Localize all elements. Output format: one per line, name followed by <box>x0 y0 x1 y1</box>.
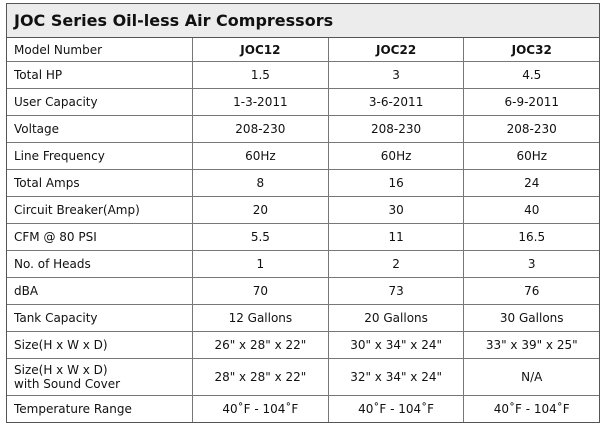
cell: 24 <box>463 169 599 197</box>
table-row: Size(H x W x D) with Sound Cover 28" x 28… <box>7 358 599 396</box>
cell: 26" x 28" x 22" <box>192 331 329 359</box>
cell: 70 <box>192 277 329 305</box>
cell: 12 Gallons <box>192 304 329 332</box>
cell: 5.5 <box>192 223 329 251</box>
table-row: User Capacity 1-3-2011 3-6-2011 6-9-2011 <box>7 88 599 116</box>
cell: 6-9-2011 <box>463 88 599 116</box>
row-label: Line Frequency <box>7 142 193 170</box>
column-header: JOC32 <box>463 38 599 62</box>
cell: 40˚F - 104˚F <box>463 395 599 422</box>
cell: 76 <box>463 277 599 305</box>
table-row: Total Amps 8 16 24 <box>7 169 599 197</box>
cell: 3-6-2011 <box>327 88 465 116</box>
cell: 40˚F - 104˚F <box>192 395 329 422</box>
table-row: Voltage 208-230 208-230 208-230 <box>7 115 599 143</box>
spec-table: Model Number JOC12 JOC22 JOC32 Total HP 1.5 3 4… <box>7 38 599 422</box>
cell: 1-3-2011 <box>192 88 329 116</box>
row-label: dBA <box>7 277 193 305</box>
cell: 16.5 <box>463 223 599 251</box>
table-row: Circuit Breaker(Amp) 20 30 40 <box>7 196 599 224</box>
cell: 4.5 <box>463 61 599 89</box>
cell: N/A <box>463 358 599 396</box>
cell: 208-230 <box>192 115 329 143</box>
table-row: Total HP 1.5 3 4.5 <box>7 61 599 89</box>
cell: 40˚F - 104˚F <box>327 395 465 422</box>
cell: 30 Gallons <box>463 304 599 332</box>
cell: 11 <box>327 223 465 251</box>
table-row: CFM @ 80 PSI 5.5 11 16.5 <box>7 223 599 251</box>
cell: 73 <box>327 277 465 305</box>
table-row: Size(H x W x D) 26" x 28" x 22" 30" x 34" … <box>7 331 599 359</box>
table-body: Model Number JOC12 JOC22 JOC32 Total HP 1.5 3 4… <box>7 38 599 422</box>
table-row: Tank Capacity 12 Gallons 20 Gallons 30 Gall… <box>7 304 599 332</box>
cell: 1 <box>192 250 329 278</box>
cell: 30 <box>327 196 465 224</box>
column-header: JOC12 <box>192 38 329 62</box>
cell: 40 <box>463 196 599 224</box>
column-header: Model Number <box>7 38 193 62</box>
cell: 1.5 <box>192 61 329 89</box>
row-label: No. of Heads <box>7 250 193 278</box>
row-label: Total Amps <box>7 169 193 197</box>
cell: 60Hz <box>192 142 329 170</box>
table-title: JOC Series Oil-less Air Compressors <box>7 4 599 38</box>
cell: 8 <box>192 169 329 197</box>
cell: 208-230 <box>463 115 599 143</box>
row-label: Size(H x W x D) with Sound Cover <box>7 358 193 396</box>
row-label: CFM @ 80 PSI <box>7 223 193 251</box>
cell: 60Hz <box>327 142 465 170</box>
cell: 60Hz <box>463 142 599 170</box>
row-label: User Capacity <box>7 88 193 116</box>
row-label: Size(H x W x D) <box>7 331 193 359</box>
cell: 3 <box>463 250 599 278</box>
cell: 208-230 <box>327 115 465 143</box>
row-label: Temperature Range <box>7 395 193 422</box>
cell: 20 <box>192 196 329 224</box>
cell: 33" x 39" x 25" <box>463 331 599 359</box>
row-label: Voltage <box>7 115 193 143</box>
table-row: Line Frequency 60Hz 60Hz 60Hz <box>7 142 599 170</box>
cell: 20 Gallons <box>327 304 465 332</box>
cell: 2 <box>327 250 465 278</box>
table-row: Temperature Range 40˚F - 104˚F 40˚F - 104˚… <box>7 395 599 422</box>
table-row: dBA 70 73 76 <box>7 277 599 305</box>
row-label: Circuit Breaker(Amp) <box>7 196 193 224</box>
cell: 32" x 34" x 24" <box>327 358 465 396</box>
cell: 30" x 34" x 24" <box>327 331 465 359</box>
cell: 16 <box>327 169 465 197</box>
table-row: No. of Heads 1 2 3 <box>7 250 599 278</box>
cell: 28" x 28" x 22" <box>192 358 329 396</box>
header-row: Model Number JOC12 JOC22 JOC32 <box>7 38 599 62</box>
row-label: Tank Capacity <box>7 304 193 332</box>
row-label: Total HP <box>7 61 193 89</box>
column-header: JOC22 <box>327 38 465 62</box>
cell: 3 <box>327 61 465 89</box>
spec-table-panel: JOC Series Oil-less Air Compressors Mode… <box>6 3 600 423</box>
